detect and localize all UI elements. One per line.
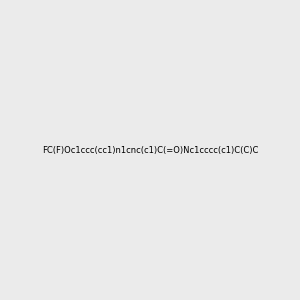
Text: FC(F)Oc1ccc(cc1)n1cnc(c1)C(=O)Nc1cccc(c1)C(C)C: FC(F)Oc1ccc(cc1)n1cnc(c1)C(=O)Nc1cccc(c1… — [42, 146, 258, 154]
